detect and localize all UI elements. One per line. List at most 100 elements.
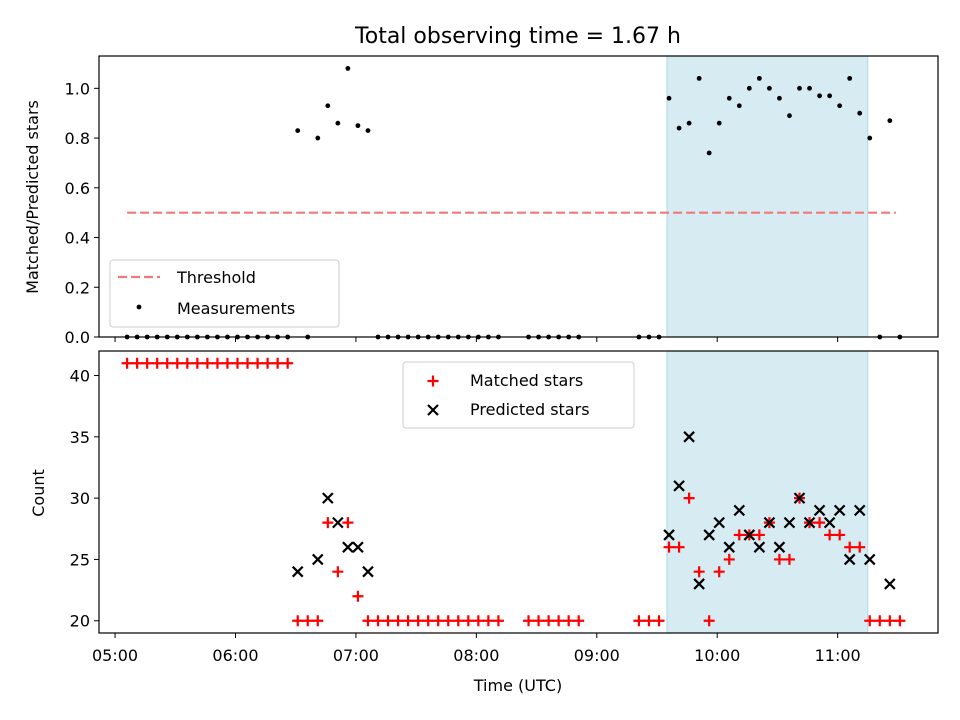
predicted-star-marker [342,541,354,553]
x-tick-label: 05:00 [92,646,138,665]
predicted-star-marker [793,492,806,504]
matched-star-marker [553,615,565,627]
bottom-legend: Matched stars Predicted stars [402,361,635,429]
matched-star-marker [783,553,795,565]
predicted-star-marker [713,516,725,529]
matched-star-marker [231,357,243,369]
predicted-star-marker [683,431,695,443]
predicted-star-marker [763,516,776,529]
measurement-point [756,75,762,81]
matched-star-marker [854,541,866,553]
predicted-star-marker [322,492,334,504]
measurement-point [787,113,792,119]
matched-star-marker [472,615,484,627]
matched-star-marker [633,615,645,627]
top-y-tick-label: 0.4 [65,229,90,248]
predicted-star-marker [693,578,705,590]
legend-measurements-label: Measurements [177,299,295,318]
matched-star-marker [272,357,284,369]
predicted-star-marker [743,529,756,541]
predicted-star-marker [833,504,846,517]
matched-star-marker [452,615,464,627]
matched-star-marker [372,615,384,627]
top-y-tick-label: 0.6 [65,179,90,198]
predicted-star-marker [291,565,304,578]
matched-star-marker [181,357,193,369]
matched-star-marker [442,615,454,627]
matched-star-marker [342,517,354,529]
matched-star-marker [412,615,424,627]
matched-star-marker [432,615,444,627]
x-tick-label: 10:00 [694,646,740,665]
matched-star-marker [693,566,705,578]
chart-title: Total observing time = 1.67 h [354,24,681,49]
legend-matched-swatch [427,375,439,387]
matched-star-marker [844,541,856,553]
matched-star-marker [312,615,324,627]
matched-star-marker [382,615,394,627]
measurement-point [666,95,672,101]
matched-star-marker [121,357,133,369]
predicted-star-marker [783,516,796,529]
matched-star-marker [753,529,765,541]
measurement-point [676,125,682,131]
measurement-point [817,93,822,99]
bottom-y-tick-label: 25 [70,550,90,569]
predicted-star-marker [362,565,374,578]
predicted-star-marker [863,553,876,566]
matched-star-marker [723,553,735,565]
predicted-star-marker [773,541,786,553]
predicted-star-marker [813,504,826,517]
predicted-star-marker [803,516,816,529]
matched-star-marker [663,541,675,553]
matched-star-marker [262,357,274,369]
matched-star-marker [713,566,725,578]
matched-star-marker [201,357,213,369]
measurement-point [867,135,873,141]
legend-predicted-label: Predicted stars [470,400,590,419]
measurement-point [857,110,863,116]
measurement-point [345,66,351,71]
matched-star-marker [884,615,896,627]
matched-star-marker [814,517,826,529]
matched-star-marker [894,615,906,627]
matched-star-marker [322,517,334,529]
matched-star-marker [482,615,494,627]
top-legend: Threshold Measurements [109,259,340,328]
x-axis-label: Time (UTC) [473,676,562,695]
matched-star-marker [211,357,223,369]
matched-star-marker [653,615,665,627]
top-y-tick-label: 0.0 [65,328,90,347]
predicted-star-marker [663,529,675,541]
measurement-point [847,75,853,81]
matched-star-marker [171,357,183,369]
measurement-point [716,120,722,126]
measurement-point [827,93,833,99]
matched-star-marker [864,615,876,627]
legend-matched-label: Matched stars [470,371,583,390]
top-axes-frame [98,55,939,338]
measurement-point [315,135,321,141]
matched-star-marker [573,615,585,627]
count-panel: 20 25 30 35 40 05:00 06:00 07:00 08:00 09:00 10:00… [70,350,939,665]
predicted-star-marker [332,516,344,529]
measurement-point [365,128,371,134]
bottom-axes-frame [98,350,939,634]
predicted-star-marker [753,541,766,553]
measurement-point [777,95,782,101]
top-y-tick-label: 0.8 [65,129,90,148]
matched-star-marker [332,566,344,578]
measurement-point [797,85,802,91]
measurement-point [335,120,341,126]
matched-star-marker [533,615,545,627]
measurement-point [837,103,843,109]
predicted-star-marker [853,504,866,517]
matched-star-marker [402,615,414,627]
legend-predicted-swatch [427,404,439,416]
top-y-tick-label: 1.0 [65,79,90,98]
matched-star-marker [292,615,304,627]
measurement-point [726,95,732,101]
matched-star-marker [773,553,785,565]
matched-star-marker [492,615,504,627]
